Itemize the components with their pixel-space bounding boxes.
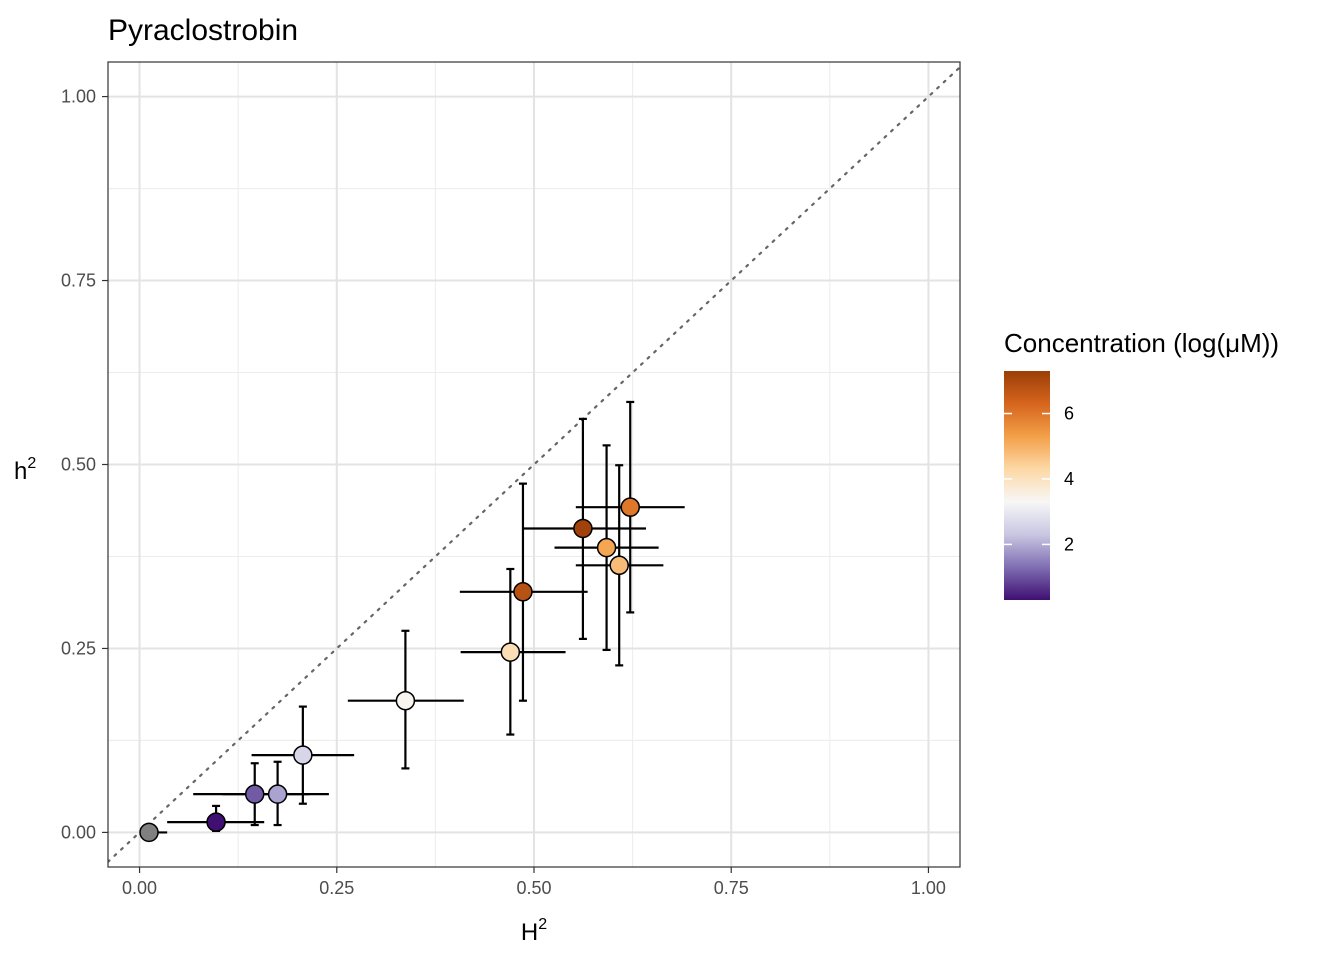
data-point	[139, 822, 159, 843]
colorbar-tick-label: 6	[1064, 404, 1074, 424]
data-point	[500, 642, 521, 662]
data-points	[139, 497, 640, 843]
y-axis-ticks: 0.00 0.25 0.50 0.75 1.00	[61, 87, 108, 842]
y-tick-label: 1.00	[61, 87, 96, 107]
identity-line-layer	[108, 66, 960, 863]
legend-title: Concentration (log(μM))	[1004, 328, 1279, 358]
y-tick-label: 0.50	[61, 455, 96, 475]
data-point	[206, 812, 226, 832]
data-point	[513, 582, 533, 602]
y-tick-label: 0.00	[61, 822, 96, 842]
data-point	[609, 555, 629, 576]
x-tick-label: 0.25	[319, 878, 354, 898]
major-gridlines	[108, 62, 960, 867]
x-axis-title-base: H	[521, 919, 538, 946]
x-axis-title-sup: 2	[538, 916, 547, 933]
colorbar	[1004, 371, 1050, 600]
x-tick-label: 1.00	[911, 878, 946, 898]
y-tick-label: 0.25	[61, 638, 96, 658]
x-tick-label: 0.00	[122, 878, 157, 898]
y-axis-title-sup: 2	[27, 455, 36, 472]
y-axis-title-base: h	[14, 458, 27, 485]
color-legend: Concentration (log(μM)) 2 4 6	[1004, 328, 1279, 600]
colorbar-ticks: 2 4 6	[1004, 404, 1074, 554]
data-point	[596, 537, 617, 558]
chart-title: Pyraclostrobin	[108, 14, 298, 47]
data-point	[293, 745, 313, 765]
y-tick-label: 0.75	[61, 271, 96, 291]
data-point	[620, 497, 640, 517]
x-axis-ticks: 0.00 0.25 0.50 0.75 1.00	[122, 867, 946, 898]
data-point	[395, 690, 416, 711]
colorbar-tick-label: 2	[1064, 534, 1074, 554]
x-tick-label: 0.50	[516, 878, 551, 898]
data-point	[267, 784, 288, 804]
colorbar-tick-label: 4	[1064, 469, 1074, 489]
identity-reference-line	[108, 66, 960, 863]
data-point	[244, 784, 265, 804]
x-axis-title: H2	[521, 916, 547, 946]
y-axis-title: h2	[14, 455, 36, 485]
x-tick-label: 0.75	[714, 878, 749, 898]
data-point	[573, 518, 593, 539]
